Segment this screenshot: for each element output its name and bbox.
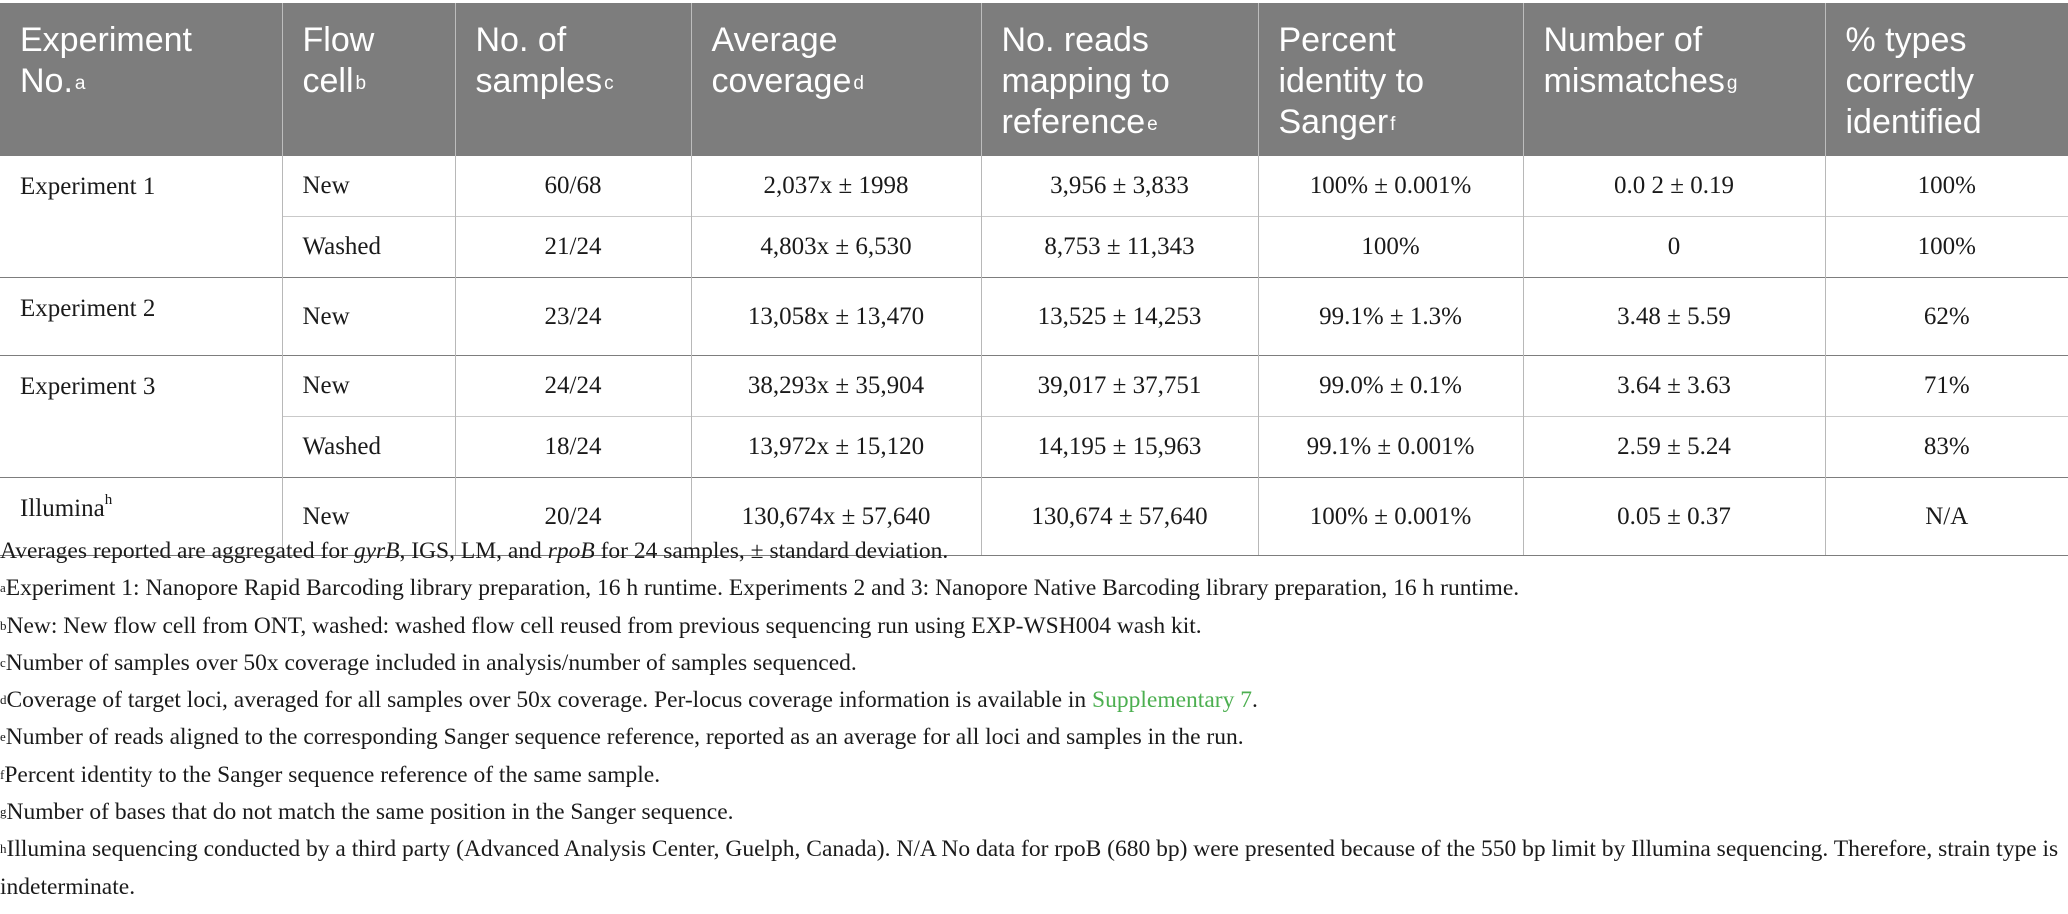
- cell-identity: 99.1% ± 1.3%: [1257, 277, 1523, 356]
- cell-flow-cell: New: [281, 477, 455, 556]
- cell-coverage: 130,674x ± 57,640: [690, 477, 981, 556]
- cell-samples: 18/24: [454, 416, 691, 478]
- footnote-e: eNumber of reads aligned to the correspo…: [0, 724, 1244, 751]
- table-row: Illuminah New 20/24 130,674x ± 57,640 13…: [0, 477, 2068, 556]
- header-row: Experiment No. a Flow cell b No. of sample…: [0, 3, 2068, 156]
- cell-flow-cell: Washed: [281, 216, 455, 278]
- header-identity: Percent identity to Sanger f: [1257, 3, 1523, 156]
- header-types-identified: % types correctly identified: [1824, 3, 2068, 156]
- cell-coverage: 2,037x ± 1998: [690, 155, 981, 217]
- cell-reads: 39,017 ± 37,751: [980, 355, 1258, 417]
- cell-types: 83%: [1824, 416, 2068, 478]
- table-row: Washed 21/24 4,803x ± 6,530 8,753 ± 11,3…: [0, 216, 2068, 278]
- cell-coverage: 13,972x ± 15,120: [690, 416, 981, 478]
- cell-mismatches: 3.64 ± 3.63: [1522, 355, 1825, 417]
- cell-identity: 100%: [1257, 216, 1523, 278]
- cell-flow-cell: New: [281, 277, 455, 356]
- cell-mismatches: 0.0 2 ± 0.19: [1522, 155, 1825, 217]
- cell-mismatches: 0: [1522, 216, 1825, 278]
- cell-experiment: Experiment 2: [0, 277, 282, 356]
- footnote-intro: Averages reported are aggregated for gyr…: [0, 538, 949, 564]
- cell-identity: 99.0% ± 0.1%: [1257, 355, 1523, 417]
- cell-coverage: 4,803x ± 6,530: [690, 216, 981, 278]
- header-samples: No. of samples c: [454, 3, 691, 156]
- footnote-d: dCoverage of target loci, averaged for a…: [0, 687, 1258, 714]
- header-flow-cell: Flow cell b: [281, 3, 455, 156]
- header-mismatches: Number of mismatches g: [1522, 3, 1825, 156]
- cell-reads: 8,753 ± 11,343: [980, 216, 1258, 278]
- cell-mismatches: 0.05 ± 0.37: [1522, 477, 1825, 556]
- footnote-g: gNumber of bases that do not match the s…: [0, 799, 734, 826]
- cell-mismatches: 2.59 ± 5.24: [1522, 416, 1825, 478]
- cell-types: 100%: [1824, 155, 2068, 217]
- cell-identity: 99.1% ± 0.001%: [1257, 416, 1523, 478]
- footnote-h: hIllumina sequencing conducted by a thir…: [0, 836, 2059, 900]
- table-row: Experiment 1 New 60/68 2,037x ± 1998 3,9…: [0, 155, 2068, 278]
- footnote-f: fPercent identity to the Sanger sequence…: [0, 761, 661, 788]
- cell-flow-cell: Washed: [281, 416, 455, 478]
- results-table: Experiment No. a Flow cell b No. of sample…: [0, 3, 2068, 556]
- cell-flow-cell: New: [281, 155, 455, 217]
- cell-samples: 60/68: [454, 155, 691, 217]
- cell-types: N/A: [1824, 477, 2068, 556]
- cell-experiment: Experiment 1: [0, 155, 282, 278]
- cell-identity: 100% ± 0.001%: [1257, 155, 1523, 217]
- supplementary-link[interactable]: Supplementary 7: [1092, 687, 1252, 714]
- cell-types: 100%: [1824, 216, 2068, 278]
- footnote-b: bNew: New flow cell from ONT, washed: wa…: [0, 612, 1202, 639]
- cell-reads: 14,195 ± 15,963: [980, 416, 1258, 478]
- cell-reads: 13,525 ± 14,253: [980, 277, 1258, 356]
- cell-types: 62%: [1824, 277, 2068, 356]
- header-experiment: Experiment No. a: [0, 3, 282, 156]
- cell-samples: 20/24: [454, 477, 691, 556]
- cell-coverage: 38,293x ± 35,904: [690, 355, 981, 417]
- cell-reads: 3,956 ± 3,833: [980, 155, 1258, 217]
- results-table-container: Experiment No. a Flow cell b No. of sample…: [0, 3, 2068, 556]
- cell-experiment: Illuminah: [0, 477, 282, 556]
- header-coverage: Average coverage d: [690, 3, 981, 156]
- cell-samples: 23/24: [454, 277, 691, 356]
- footnote-c: cNumber of samples over 50x coverage inc…: [0, 649, 857, 676]
- table-row: Experiment 2 New 23/24 13,058x ± 13,470 …: [0, 277, 2068, 356]
- footnote-a: aExperiment 1: Nanopore Rapid Barcoding …: [0, 575, 1520, 602]
- cell-coverage: 13,058x ± 13,470: [690, 277, 981, 356]
- header-reads: No. reads mapping to reference e: [980, 3, 1258, 156]
- table-row: Experiment 3 New 24/24 38,293x ± 35,904 …: [0, 355, 2068, 478]
- table-footnotes: Averages reported are aggregated for gyr…: [0, 533, 2060, 906]
- cell-types: 71%: [1824, 355, 2068, 417]
- cell-mismatches: 3.48 ± 5.59: [1522, 277, 1825, 356]
- table-row: Washed 18/24 13,972x ± 15,120 14,195 ± 1…: [0, 416, 2068, 478]
- cell-flow-cell: New: [281, 355, 455, 417]
- cell-experiment: Experiment 3: [0, 355, 282, 478]
- cell-samples: 21/24: [454, 216, 691, 278]
- cell-identity: 100% ± 0.001%: [1257, 477, 1523, 556]
- cell-reads: 130,674 ± 57,640: [980, 477, 1258, 556]
- cell-samples: 24/24: [454, 355, 691, 417]
